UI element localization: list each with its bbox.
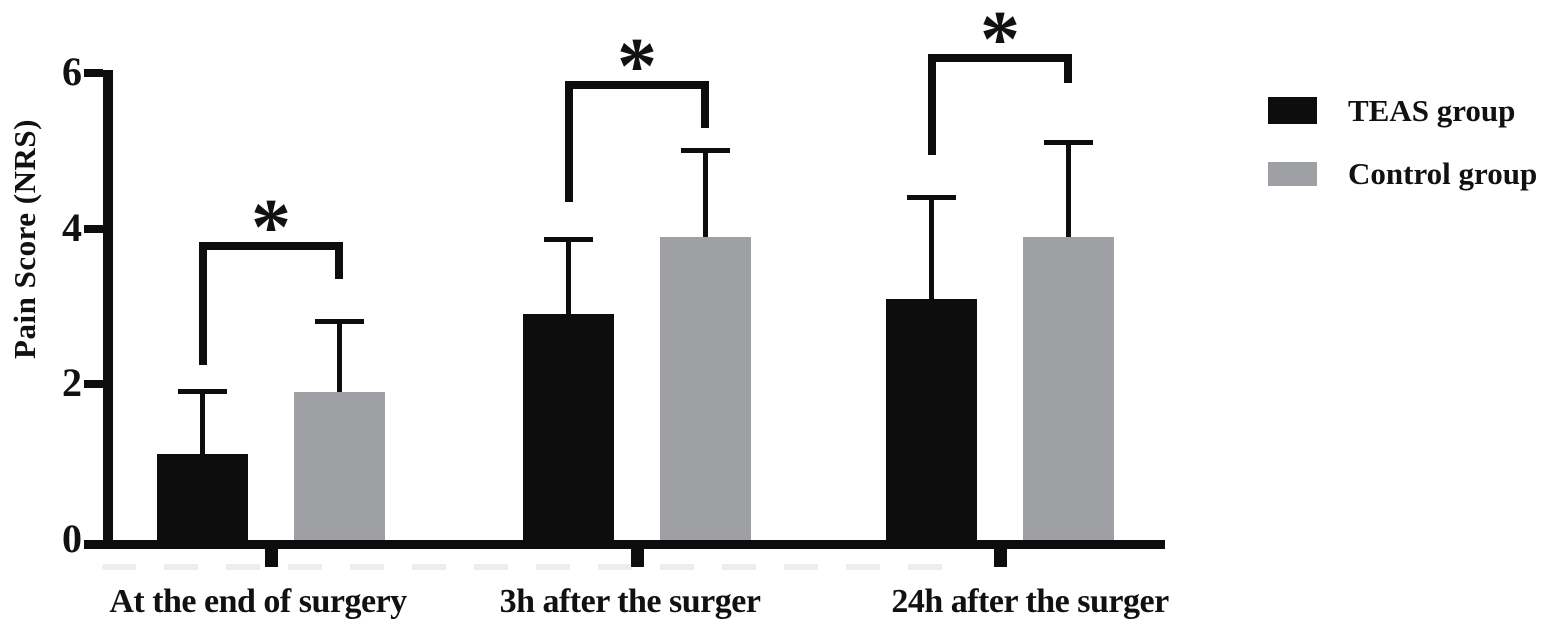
x-axis-line [84,540,1165,549]
y-tick-label: 2 [62,360,82,406]
x-axis-category-label: 24h after the surger [891,583,1169,620]
y-tick [84,380,103,389]
x-tick [993,549,1007,567]
x-tick [264,549,278,567]
y-axis-spine [103,70,113,549]
significance-bracket-left-leg [564,80,573,202]
error-bar-cap-control-group [680,148,730,153]
significance-star: * [251,183,291,272]
bar-teas-group-group1 [157,454,249,540]
significance-bracket-top [927,53,1073,62]
legend-label-teas-group: TEAS group [1348,93,1516,128]
bar-control-group-group3 [1022,236,1114,540]
bar-control-group-group2 [659,236,751,540]
legend-label-control-group: Control group [1348,156,1538,191]
x-axis-category-label: 3h after the surger [499,583,761,620]
artifact-smudge [102,564,950,570]
significance-bracket-right-leg [1064,53,1073,83]
y-tick-label: 6 [62,49,82,95]
bar-teas-group-group3 [886,298,978,540]
error-bar-stem-control-group [336,322,342,399]
error-bar-stem-control-group [702,151,708,243]
bar-control-group-group1 [293,392,385,540]
y-tick-label: 4 [62,204,82,250]
error-bar-stem-teas-group [200,392,206,461]
error-bar-cap-control-group [314,319,364,325]
error-bar-stem-teas-group [566,240,572,321]
y-tick-label: 0 [62,516,82,561]
significance-bracket-top [198,242,344,251]
bar-teas-group-group2 [523,314,615,540]
y-tick [84,69,103,78]
legend-item-control-group: Control group [1268,158,1537,189]
error-bar-cap-teas-group [544,237,594,243]
error-bar-stem-teas-group [929,197,935,305]
significance-star: * [617,22,657,111]
y-tick [84,224,103,233]
error-bar-cap-control-group [1043,140,1093,146]
significance-bracket-left-leg [927,53,936,155]
x-tick [630,549,644,567]
x-axis-category-label: At the end of surgery [109,583,407,620]
significance-bracket-right-leg [335,242,344,280]
significance-star: * [980,0,1020,85]
error-bar-cap-teas-group [178,389,228,395]
error-bar-stem-control-group [1065,143,1071,243]
error-bar-cap-teas-group [907,194,957,200]
control-group-swatch [1268,161,1317,186]
significance-bracket-left-leg [198,242,207,365]
significance-bracket-top [564,80,710,89]
legend-item-teas-group: TEAS group [1268,95,1515,126]
teas-group-swatch [1268,97,1317,124]
significance-bracket-right-leg [701,80,710,128]
